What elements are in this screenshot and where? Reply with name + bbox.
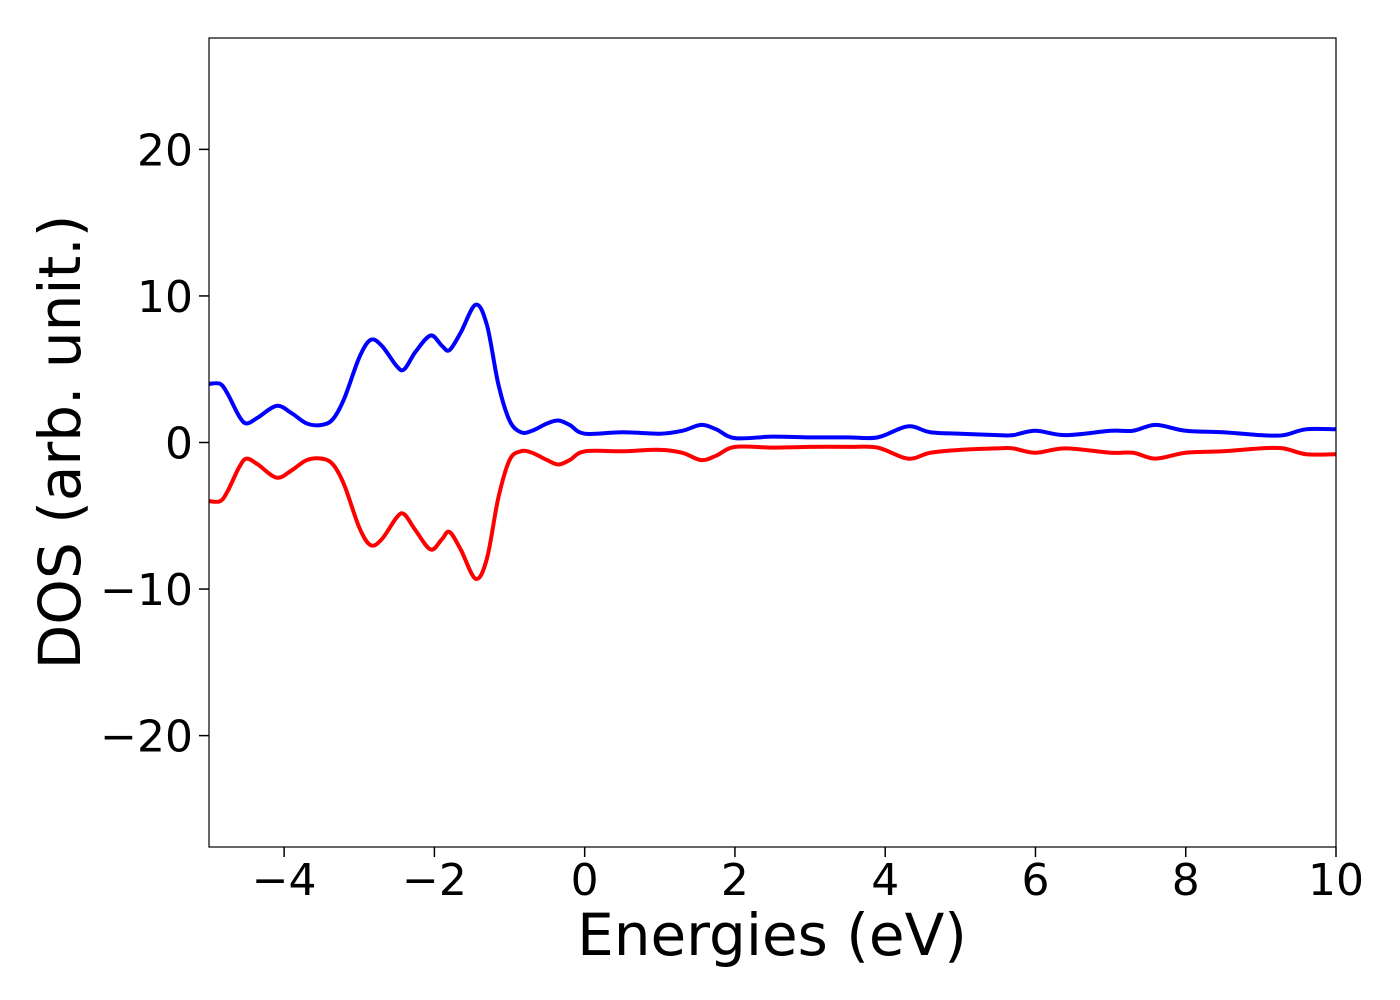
x-tick-label: −2 [402, 855, 467, 906]
y-tick-label: 10 [137, 272, 193, 323]
x-tick-label: 0 [571, 855, 599, 906]
x-tick-label: 2 [721, 855, 749, 906]
x-axis-label: Energies (eV) [577, 901, 967, 969]
y-axis-label: DOS (arb. unit.) [26, 215, 94, 670]
x-tick-label: 4 [871, 855, 899, 906]
y-tick-label: −10 [100, 565, 193, 616]
plot-frame [208, 37, 1337, 848]
line [209, 444, 1336, 581]
x-tick-label: 6 [1021, 855, 1049, 906]
y-tick-label: 0 [165, 419, 193, 470]
line [209, 302, 1336, 441]
x-tick-label: 10 [1308, 855, 1364, 906]
x-tick-label: −4 [252, 855, 317, 906]
y-tick-label: −20 [100, 712, 193, 763]
x-tick-label: 8 [1172, 855, 1200, 906]
y-tick-label: 20 [137, 125, 193, 176]
